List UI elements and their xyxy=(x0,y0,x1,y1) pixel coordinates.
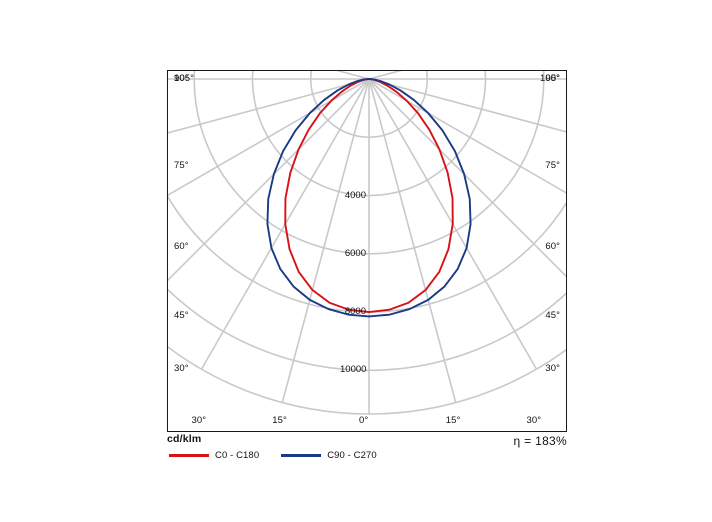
radial-label-8000: 8000 xyxy=(344,306,366,318)
legend-swatch-c90-c270 xyxy=(281,454,322,457)
radial-label-4000: 4000 xyxy=(344,189,366,201)
radial-label-10000: 10000 xyxy=(340,364,367,376)
angle-label-bottom-4: 30° xyxy=(526,415,542,426)
angle-label-left-45: 45° xyxy=(174,309,189,321)
angle-label-right-75: 75° xyxy=(545,159,560,171)
angle-label-left-90: 90° xyxy=(174,73,189,84)
angle-label-right-60: 60° xyxy=(545,240,560,252)
series-curve-c90-c270 xyxy=(266,78,472,318)
legend-label-c0-c180: C0 - C180 xyxy=(215,450,260,461)
legend-entries: C0 - C180 C90 - C270 xyxy=(169,450,399,461)
angle-label-left-30: 30° xyxy=(174,363,189,375)
angle-label-right-90: 90° xyxy=(545,73,560,84)
angle-label-left-105: 105° xyxy=(174,73,195,84)
legend-label-c90-c270: C90 - C270 xyxy=(327,450,377,461)
angle-label-right-45: 45° xyxy=(545,309,560,321)
radial-label-6000: 6000 xyxy=(344,247,366,259)
unit-label: cd/klm xyxy=(167,433,202,445)
angle-label-left-75: 75° xyxy=(174,159,189,171)
angle-label-bottom-0: 30° xyxy=(191,415,207,426)
polar-grid-and-curves xyxy=(168,71,566,431)
chart-legend: cd/klm η = 183% C0 - C180 C90 - C270 xyxy=(167,433,567,469)
efficiency-label: η = 183% xyxy=(513,434,567,448)
angle-label-right-30: 30° xyxy=(545,363,560,375)
angle-label-bottom-2: 0° xyxy=(359,415,369,426)
angle-label-right-105: 105° xyxy=(539,73,560,84)
polar-plot-area: 105° 105° 90° 90° 75° 75° 60° 60° 45° 45° 30° 30° 30… xyxy=(167,70,567,432)
angle-label-left-60: 60° xyxy=(174,240,189,252)
angle-label-bottom-3: 15° xyxy=(445,415,461,426)
angle-label-bottom-1: 15° xyxy=(272,415,287,426)
grid-lines xyxy=(168,71,566,415)
series-curve-c0-c180 xyxy=(284,78,454,313)
polar-chart-svg xyxy=(168,71,566,415)
legend-swatch-c0-c180 xyxy=(169,454,209,457)
